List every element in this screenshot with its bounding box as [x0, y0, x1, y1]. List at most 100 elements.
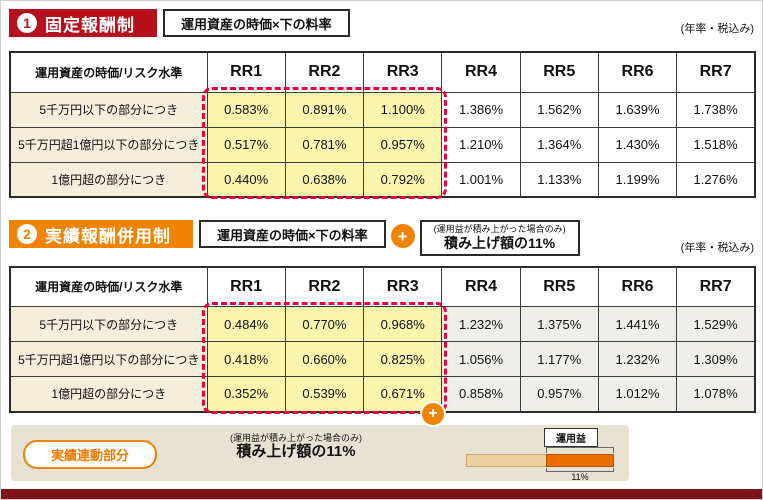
- table-row: 5千万円超1億円以下の部分につき 0.517% 0.781% 0.957% 1.…: [9, 126, 756, 163]
- fee-cell: 0.517%: [206, 126, 286, 163]
- table-row: 5千万円超1億円以下の部分につき 0.418% 0.660% 0.825% 1.…: [9, 341, 756, 378]
- fee-cell: 1.276%: [676, 161, 756, 198]
- section-fixed-fee: 1 固定報酬制 運用資産の時価×下の料率 (年率・税込み) 運用資産の時価/リス…: [9, 9, 756, 199]
- section-performance-fee: 2 実績報酬併用制 運用資産の時価×下の料率 + (運用益が積み上がった場合のみ…: [9, 220, 756, 482]
- row-label: 1億円超の部分につき: [9, 161, 208, 198]
- fee-cell: 0.352%: [206, 376, 286, 413]
- gain-bar-segment: [546, 453, 614, 467]
- fee-cell: 0.957%: [519, 376, 599, 413]
- performance-fee-banner: 2 実績報酬併用制: [9, 220, 193, 248]
- rr5-header: RR5: [519, 51, 599, 93]
- risk-level-column-header: 運用資産の時価/リスク水準: [9, 266, 208, 308]
- fee-cell: 0.781%: [284, 126, 365, 163]
- rr4-header: RR4: [441, 266, 521, 308]
- fee-cell: 1.232%: [597, 341, 678, 378]
- fee-cell: 0.891%: [284, 91, 365, 128]
- fee-cell: 1.375%: [519, 306, 599, 343]
- fixed-fee-banner: 1 固定報酬制: [9, 9, 157, 37]
- fee-cell: 1.012%: [597, 376, 678, 413]
- section2-number-badge: 2: [17, 224, 37, 244]
- table-row: 1億円超の部分につき 0.440% 0.638% 0.792% 1.001% 1…: [9, 161, 756, 198]
- row-label: 5千万円超1億円以下の部分につき: [9, 126, 208, 163]
- percent-bracket: [546, 467, 614, 472]
- percent-label: 11%: [571, 471, 589, 482]
- gain-bar-chart: 運用益 11%: [466, 425, 616, 482]
- fee-cell: 1.232%: [441, 306, 521, 343]
- fee-cell: 1.364%: [519, 126, 599, 163]
- fee-cell: 0.858%: [441, 376, 521, 413]
- row-label: 5千万円以下の部分につき: [9, 91, 208, 128]
- panel-note-rate: 積み上げ額の11%: [236, 443, 356, 461]
- fee-cell: 1.562%: [519, 91, 599, 128]
- plus-icon: +: [422, 403, 444, 425]
- fee-cell: 0.638%: [284, 161, 365, 198]
- performance-note-condition: (運用益が積み上がった場合のみ): [433, 224, 566, 234]
- fee-cell: 1.518%: [676, 126, 756, 163]
- section1-number-badge: 1: [17, 13, 37, 33]
- row-label: 1億円超の部分につき: [9, 376, 208, 413]
- rr3-header: RR3: [363, 51, 443, 93]
- fee-cell: 1.001%: [441, 161, 521, 198]
- row-label: 5千万円以下の部分につき: [9, 306, 208, 343]
- fee-cell: 0.484%: [206, 306, 286, 343]
- performance-note-rate: 積み上げ額の11%: [443, 234, 556, 251]
- table-row: 5千万円以下の部分につき 0.484% 0.770% 0.968% 1.232%…: [9, 306, 756, 343]
- fee-cell: 1.386%: [441, 91, 521, 128]
- row-label: 5千万円超1億円以下の部分につき: [9, 341, 208, 378]
- section1-title: 固定報酬制: [45, 15, 135, 35]
- rr1-header: RR1: [206, 266, 286, 308]
- fee-cell: 1.199%: [597, 161, 678, 198]
- section2-rate-note: (年率・税込み): [680, 241, 754, 254]
- fixed-fee-header-row: 運用資産の時価/リスク水準 RR1 RR2 RR3 RR4 RR5 RR6 RR…: [9, 51, 756, 93]
- fee-cell: 0.957%: [363, 126, 443, 163]
- fee-cell: 0.770%: [284, 306, 365, 343]
- rr7-header: RR7: [676, 266, 756, 308]
- performance-fee-table-wrap: 運用資産の時価/リスク水準 RR1 RR2 RR3 RR4 RR5 RR6 RR…: [9, 265, 756, 414]
- page: 1 固定報酬制 運用資産の時価×下の料率 (年率・税込み) 運用資産の時価/リス…: [1, 1, 762, 482]
- rr6-header: RR6: [597, 266, 678, 308]
- fee-cell: 0.792%: [363, 161, 443, 198]
- fee-cell: 0.968%: [363, 306, 443, 343]
- section2-title: 実績報酬併用制: [45, 226, 171, 246]
- fixed-fee-table-wrap: 運用資産の時価/リスク水準 RR1 RR2 RR3 RR4 RR5 RR6 RR…: [9, 51, 756, 199]
- rr3-header: RR3: [363, 266, 443, 308]
- panel-note-condition: (運用益が積み上がった場合のみ): [230, 432, 362, 443]
- fee-cell: 1.639%: [597, 91, 678, 128]
- rr1-header: RR1: [206, 51, 286, 93]
- performance-fee-header: 2 実績報酬併用制 運用資産の時価×下の料率 + (運用益が積み上がった場合のみ…: [9, 220, 754, 256]
- gain-label: 運用益: [544, 427, 598, 447]
- fixed-fee-table: 運用資産の時価/リスク水準 RR1 RR2 RR3 RR4 RR5 RR6 RR…: [9, 51, 756, 198]
- fee-cell: 1.056%: [441, 341, 521, 378]
- performance-linked-badge: 実績連動部分: [23, 439, 158, 469]
- fee-cell: 1.210%: [441, 126, 521, 163]
- performance-note-box: (運用益が積み上がった場合のみ) 積み上げ額の11%: [419, 220, 580, 256]
- plus-icon: +: [390, 224, 415, 248]
- fee-cell: 0.539%: [284, 376, 365, 413]
- fee-cell: 0.583%: [206, 91, 286, 128]
- rr7-header: RR7: [676, 51, 756, 93]
- rr2-header: RR2: [284, 266, 365, 308]
- fee-cell: 1.738%: [676, 91, 756, 128]
- fee-cell: 1.100%: [363, 91, 443, 128]
- fee-cell: 1.133%: [519, 161, 599, 198]
- fee-cell: 1.177%: [519, 341, 599, 378]
- rr4-header: RR4: [441, 51, 521, 93]
- rr2-header: RR2: [284, 51, 365, 93]
- fee-cell: 1.430%: [597, 126, 678, 163]
- performance-fee-header-row: 運用資産の時価/リスク水準 RR1 RR2 RR3 RR4 RR5 RR6 RR…: [9, 266, 756, 308]
- fee-cell: 0.660%: [284, 341, 365, 378]
- fee-cell: 0.418%: [206, 341, 286, 378]
- fee-cell: 1.078%: [676, 376, 756, 413]
- rr6-header: RR6: [597, 51, 678, 93]
- rr5-header: RR5: [519, 266, 599, 308]
- fee-cell: 0.440%: [206, 161, 286, 198]
- panel-note: (運用益が積み上がった場合のみ) 積み上げ額の11%: [207, 433, 385, 462]
- performance-fee-table: 運用資産の時価/リスク水準 RR1 RR2 RR3 RR4 RR5 RR6 RR…: [9, 265, 756, 413]
- gain-bracket: [546, 446, 614, 453]
- fee-cell: 1.441%: [597, 306, 678, 343]
- section1-formula-box: 運用資産の時価×下の料率: [163, 9, 350, 37]
- table-row: 5千万円以下の部分につき 0.583% 0.891% 1.100% 1.386%…: [9, 91, 756, 128]
- footer-bar: [1, 489, 762, 499]
- fee-cell: 1.529%: [676, 306, 756, 343]
- table-row: 1億円超の部分につき 0.352% 0.539% 0.671% 0.858% 0…: [9, 376, 756, 413]
